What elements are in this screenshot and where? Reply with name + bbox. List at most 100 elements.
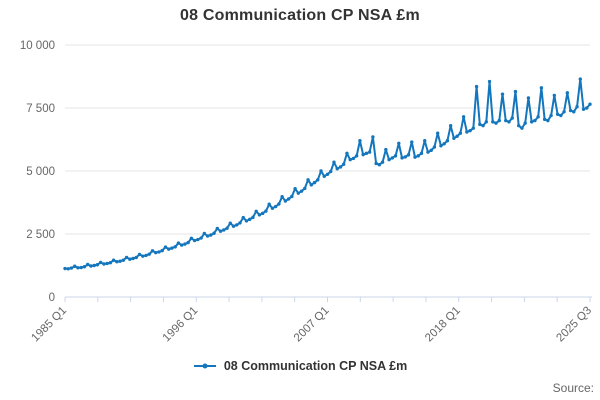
x-axis-tick-label: 2007 Q1	[292, 305, 332, 345]
data-point	[189, 236, 194, 240]
data-point	[335, 167, 339, 171]
data-point	[448, 123, 453, 128]
data-point	[92, 263, 96, 268]
data-point	[397, 141, 401, 145]
data-point	[390, 156, 395, 160]
y-axis-tick-label: 2 500	[26, 229, 55, 241]
data-point	[432, 145, 437, 149]
data-point	[238, 221, 242, 225]
data-point	[160, 248, 164, 253]
x-axis-tick-label: 2025 Q3	[554, 305, 594, 345]
data-point	[358, 139, 362, 143]
data-point	[316, 178, 320, 182]
data-point	[329, 169, 333, 174]
data-point	[507, 120, 511, 124]
data-point	[481, 123, 485, 128]
data-point	[374, 161, 378, 166]
data-point	[196, 237, 200, 242]
data-point	[248, 217, 252, 222]
data-point	[267, 202, 271, 206]
data-point	[79, 265, 83, 270]
legend-item[interactable]: 08 Communication CP NSA £m	[193, 359, 407, 373]
data-point	[95, 263, 100, 267]
data-point	[241, 215, 245, 220]
data-point	[588, 102, 592, 106]
data-point	[322, 174, 326, 178]
data-point	[264, 209, 268, 213]
data-point	[559, 113, 563, 118]
data-point	[487, 79, 492, 84]
data-point	[309, 183, 313, 187]
data-point	[257, 213, 262, 217]
data-point	[439, 144, 443, 148]
data-point	[529, 120, 534, 124]
data-point	[393, 154, 398, 158]
data-point	[426, 150, 430, 154]
data-point	[154, 250, 158, 255]
data-point	[319, 169, 323, 173]
data-point	[231, 224, 236, 228]
data-point	[452, 136, 456, 140]
data-point	[354, 154, 359, 158]
data-point	[400, 156, 404, 160]
data-point	[465, 130, 469, 134]
data-point	[186, 240, 190, 245]
data-point	[484, 120, 488, 124]
data-point	[504, 118, 508, 123]
data-point	[157, 250, 161, 254]
legend-label: 08 Communication CP NSA £m	[223, 359, 408, 373]
data-point	[121, 258, 126, 262]
data-point	[351, 156, 356, 161]
data-point	[364, 151, 369, 156]
data-point	[513, 89, 518, 94]
series-group	[63, 77, 592, 271]
data-point	[581, 107, 586, 111]
data-point	[205, 234, 210, 238]
data-point	[167, 247, 171, 251]
data-point	[212, 231, 216, 235]
data-point	[131, 256, 135, 261]
data-point	[520, 126, 524, 130]
data-point	[76, 266, 80, 270]
data-point	[183, 242, 187, 246]
data-point	[98, 260, 103, 265]
data-point	[141, 254, 145, 258]
data-point	[413, 155, 417, 159]
data-point	[478, 122, 482, 127]
data-point	[124, 255, 129, 260]
data-point	[403, 155, 407, 159]
data-point	[442, 142, 446, 146]
data-point	[163, 245, 168, 249]
data-point	[565, 91, 570, 95]
data-point	[218, 229, 223, 233]
source-label: Source:	[552, 381, 594, 395]
data-point	[562, 110, 566, 114]
data-point	[497, 118, 501, 123]
data-point	[260, 211, 265, 216]
data-point	[552, 93, 557, 98]
data-point	[539, 86, 544, 90]
data-point	[228, 221, 232, 225]
data-point	[296, 191, 301, 195]
data-point	[63, 266, 67, 271]
data-point	[458, 131, 463, 135]
data-point	[225, 226, 229, 230]
data-point	[455, 134, 459, 138]
data-point	[377, 163, 382, 167]
data-point	[73, 264, 77, 268]
data-point	[549, 113, 553, 118]
data-point	[115, 260, 119, 264]
data-point	[568, 108, 573, 113]
data-point	[555, 112, 560, 117]
chart-title: 08 Communication CP NSA £m	[180, 7, 420, 24]
data-point	[348, 157, 352, 162]
legend: 08 Communication CP NSA £m	[0, 359, 600, 373]
data-point	[105, 261, 109, 266]
data-point	[69, 266, 74, 270]
data-point	[575, 105, 579, 109]
data-point	[150, 249, 155, 253]
data-point	[445, 139, 450, 143]
data-point	[474, 84, 479, 89]
data-point	[585, 106, 589, 110]
data-point	[423, 139, 427, 143]
